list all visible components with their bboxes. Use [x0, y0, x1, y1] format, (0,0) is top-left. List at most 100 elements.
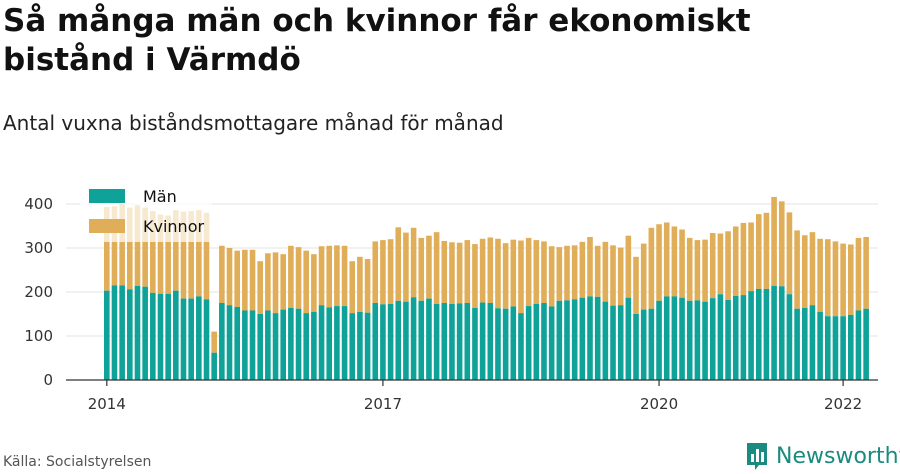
- bar-men: [679, 297, 685, 380]
- bar-men: [556, 300, 563, 380]
- bar-series: [104, 196, 869, 380]
- bar-women: [656, 224, 662, 301]
- bar-men: [571, 299, 578, 380]
- bar-men: [824, 316, 831, 380]
- bar-men: [541, 303, 547, 380]
- bar-men: [786, 294, 793, 380]
- bar-men: [748, 291, 754, 380]
- bar-women: [372, 241, 379, 303]
- bar-women: [487, 237, 494, 303]
- bar-men: [686, 300, 693, 380]
- bar-women: [755, 214, 762, 289]
- bar-women: [341, 245, 348, 307]
- bar-women: [395, 227, 402, 301]
- bar-women: [709, 233, 716, 299]
- bar-women: [234, 250, 240, 307]
- y-tick-label: 0: [43, 371, 53, 389]
- bar-women: [510, 239, 517, 307]
- bar-men: [610, 305, 616, 380]
- bar-men: [196, 296, 202, 380]
- bar-women: [801, 235, 808, 308]
- bar-men: [602, 301, 609, 380]
- bar-women: [633, 256, 639, 314]
- bar-men: [403, 301, 409, 380]
- bar-women: [426, 235, 432, 299]
- bar-men: [671, 296, 678, 380]
- bar-women: [587, 237, 593, 297]
- bar-women: [288, 245, 294, 308]
- bar-men: [625, 297, 632, 380]
- bar-women: [817, 238, 823, 312]
- bar-men: [303, 313, 310, 380]
- bar-women: [625, 235, 632, 298]
- bar-women: [464, 240, 471, 303]
- bar-women: [663, 222, 670, 297]
- bar-men: [794, 308, 800, 380]
- bar-men: [134, 285, 141, 380]
- bar-women: [763, 212, 770, 289]
- bar-women: [418, 237, 425, 301]
- bar-women: [326, 245, 333, 308]
- bar-chart-logo-icon: [747, 443, 767, 470]
- x-tick-label: 2014: [88, 395, 126, 413]
- bar-men: [188, 298, 194, 380]
- bar-women: [725, 231, 731, 300]
- bar-women: [732, 226, 739, 296]
- bar-women: [824, 239, 831, 317]
- bar-men: [648, 308, 655, 380]
- bar-men: [341, 306, 348, 380]
- x-tick-label: 2022: [824, 395, 862, 413]
- x-tick-label: 2017: [364, 395, 402, 413]
- bar-men: [594, 296, 601, 380]
- bar-women: [449, 242, 455, 304]
- bar-women: [157, 214, 164, 294]
- bar-women: [249, 249, 256, 311]
- bar-women: [541, 241, 547, 303]
- bar-men: [257, 314, 263, 380]
- bar-men: [111, 285, 118, 380]
- bar-men: [180, 298, 187, 380]
- bar-men: [104, 290, 110, 380]
- bar-women: [441, 240, 448, 303]
- bar-men: [725, 299, 731, 380]
- bar-men: [479, 302, 486, 380]
- bar-men: [364, 312, 371, 380]
- bar-women: [173, 210, 179, 291]
- bar-women: [219, 245, 225, 303]
- bar-men: [157, 293, 164, 380]
- bar-men: [456, 303, 463, 380]
- bar-men: [847, 314, 854, 380]
- bar-men: [617, 305, 624, 380]
- bar-women: [556, 247, 563, 301]
- bar-women: [794, 230, 800, 309]
- bar-men: [763, 288, 770, 380]
- bar-men: [533, 303, 540, 380]
- bar-men: [418, 300, 425, 380]
- bar-women: [303, 250, 310, 314]
- bar-women: [832, 241, 839, 317]
- bar-men: [740, 295, 747, 380]
- bar-women: [717, 233, 724, 295]
- bar-men: [395, 300, 402, 380]
- bar-women: [280, 254, 287, 310]
- legend-swatch-women: [89, 219, 125, 233]
- bar-women: [433, 232, 440, 304]
- bar-women: [847, 244, 854, 315]
- bar-women: [142, 207, 148, 287]
- bar-men: [226, 305, 233, 380]
- bar-women: [188, 211, 194, 299]
- chart-title: Så många män och kvinnor får ekonomiskt …: [3, 3, 751, 78]
- bar-women: [364, 259, 371, 313]
- brand-logo: Newsworthy: [744, 441, 900, 471]
- bar-women: [809, 232, 816, 306]
- bar-women: [648, 227, 655, 309]
- bar-men: [349, 313, 356, 380]
- bar-women: [479, 238, 486, 303]
- bar-men: [464, 303, 471, 380]
- bar-women: [334, 245, 340, 307]
- bar-women: [740, 222, 747, 296]
- bar-women: [380, 240, 386, 305]
- bar-men: [326, 307, 333, 380]
- bar-men: [357, 311, 363, 380]
- bar-men: [203, 299, 210, 380]
